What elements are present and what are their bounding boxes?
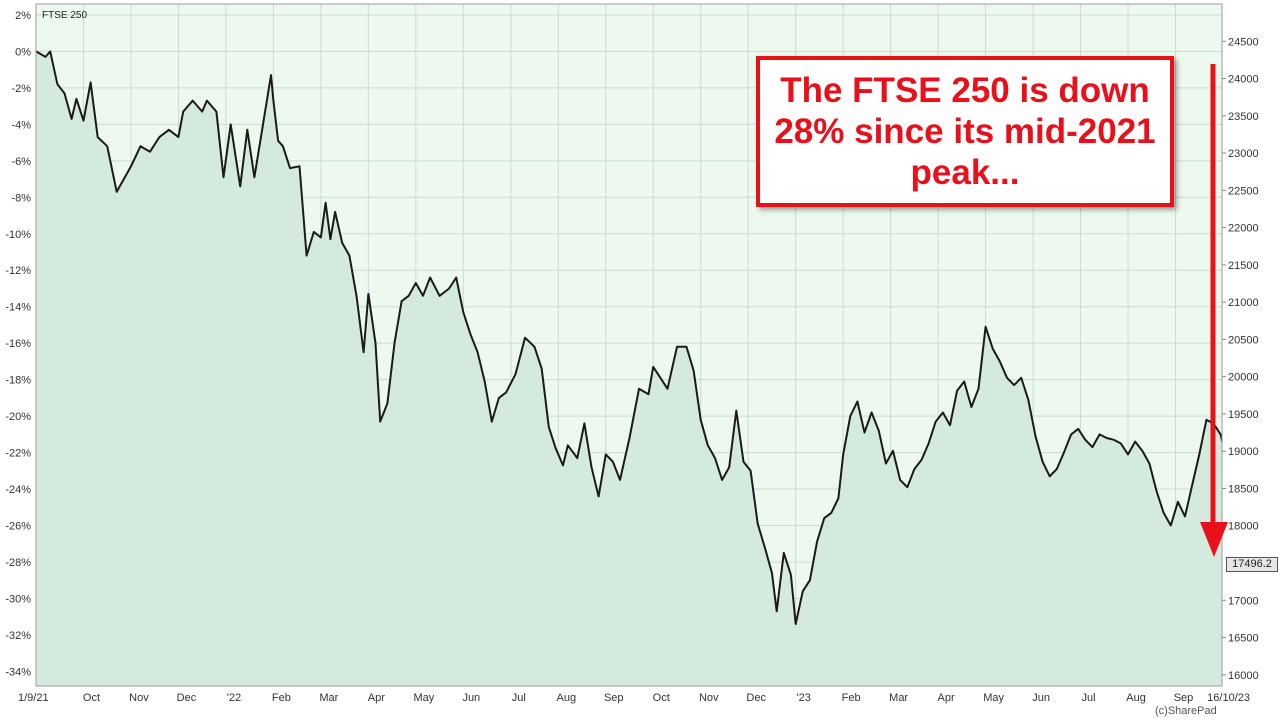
x-tick-label: May <box>983 692 1004 704</box>
right-tick-label: 18000 <box>1228 521 1259 533</box>
series-line <box>36 50 1222 625</box>
x-tick-label: Jun <box>462 692 480 704</box>
right-tick-label: 22000 <box>1228 223 1259 235</box>
x-tick-label: Nov <box>129 692 149 704</box>
last-value-badge: 17496.2 <box>1226 557 1278 572</box>
right-tick-label: 23000 <box>1228 148 1259 160</box>
x-tick-label: Dec <box>177 692 197 704</box>
right-tick-label: 19500 <box>1228 409 1259 421</box>
annotation-callout: The FTSE 250 is down 28% since its mid-2… <box>756 56 1174 207</box>
left-tick-label: -14% <box>5 302 31 314</box>
right-tick-label: 19000 <box>1228 446 1259 458</box>
right-axis: 24500 24000 23500 23000 22500 22000 21500 21000… <box>1222 36 1259 682</box>
left-tick-label: -30% <box>5 593 31 605</box>
x-tick-label: Dec <box>746 692 766 704</box>
x-tick-label: Oct <box>653 692 670 704</box>
right-tick-label: 24500 <box>1228 36 1259 48</box>
right-tick-label: 24000 <box>1228 74 1259 86</box>
right-tick-label: 22500 <box>1228 185 1259 197</box>
left-tick-label: -8% <box>11 192 31 204</box>
x-tick-label: 16/10/23 <box>1207 692 1250 704</box>
left-tick-label: -22% <box>5 448 31 460</box>
down-arrow <box>1200 64 1228 557</box>
right-tick-label: 20500 <box>1228 334 1259 346</box>
x-tick-label: Apr <box>938 692 955 704</box>
left-tick-label: -16% <box>5 338 31 350</box>
left-tick-label: 2% <box>15 10 31 22</box>
annotation-text: The FTSE 250 is down 28% since its mid-2… <box>774 71 1156 192</box>
x-tick-label: Mar <box>319 692 338 704</box>
right-tick-label: 17000 <box>1228 595 1259 607</box>
right-tick-label: 18500 <box>1228 483 1259 495</box>
right-tick-label: 21000 <box>1228 297 1259 309</box>
right-tick-label: 16500 <box>1228 633 1259 645</box>
x-tick-label: Sep <box>604 692 624 704</box>
x-tick-label: Sep <box>1174 692 1194 704</box>
x-tick-label: Feb <box>842 692 861 704</box>
copyright-credit: (c)SharePad <box>1155 705 1217 717</box>
area-fill <box>36 51 1222 686</box>
x-tick-label: Jun <box>1032 692 1050 704</box>
left-tick-label: 0% <box>15 46 31 58</box>
x-tick-label: 1/9/21 <box>18 692 49 704</box>
right-tick-label: 21500 <box>1228 260 1259 272</box>
left-tick-label: -6% <box>11 156 31 168</box>
x-axis: 1/9/21 Oct Nov Dec '22 Feb Mar Apr May Jun Jul Aug S… <box>18 692 1250 704</box>
x-tick-label: Mar <box>889 692 908 704</box>
left-tick-label: -20% <box>5 411 31 423</box>
chart-title: FTSE 250 <box>42 10 87 21</box>
x-tick-label: '22 <box>227 692 241 704</box>
x-tick-label: May <box>413 692 434 704</box>
right-tick-label: 16000 <box>1228 670 1259 682</box>
left-tick-label: -10% <box>5 229 31 241</box>
left-tick-label: -4% <box>11 119 31 131</box>
left-tick-label: -24% <box>5 484 31 496</box>
left-tick-label: -2% <box>11 83 31 95</box>
left-tick-label: -18% <box>5 375 31 387</box>
x-tick-label: Nov <box>699 692 719 704</box>
x-tick-label: Oct <box>83 692 100 704</box>
left-axis: 2% 0% -2% -4% -6% -8% -10% -12% -14% -16% -18% -20%… <box>5 10 31 678</box>
x-tick-label: Jul <box>512 692 526 704</box>
x-tick-label: Aug <box>1126 692 1146 704</box>
left-tick-label: -32% <box>5 630 31 642</box>
left-tick-label: -12% <box>5 265 31 277</box>
x-tick-label: Jul <box>1082 692 1096 704</box>
x-tick-label: Feb <box>272 692 291 704</box>
left-tick-label: -34% <box>5 666 31 678</box>
left-tick-label: -28% <box>5 557 31 569</box>
x-tick-label: Aug <box>556 692 576 704</box>
left-tick-label: -26% <box>5 521 31 533</box>
right-tick-label: 23500 <box>1228 111 1259 123</box>
plot-border <box>35 3 1223 687</box>
x-tick-label: '23 <box>797 692 811 704</box>
x-tick-label: Apr <box>368 692 385 704</box>
right-tick-label: 20000 <box>1228 372 1259 384</box>
